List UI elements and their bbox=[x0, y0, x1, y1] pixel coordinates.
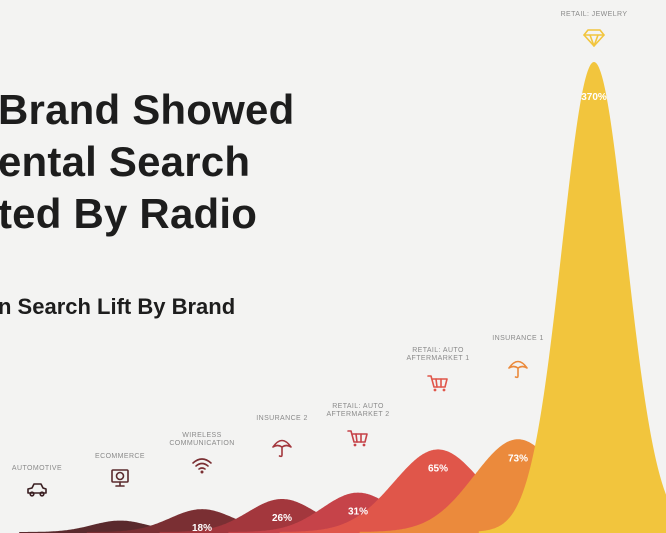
value-label-4: 31% bbox=[348, 507, 368, 518]
category-label: RETAIL: JEWELRY bbox=[561, 11, 628, 18]
peak-7 bbox=[478, 62, 666, 533]
umbrella-icon bbox=[508, 360, 528, 379]
category-7: RETAIL: JEWELRY bbox=[561, 11, 628, 47]
category-label: WIRELESS bbox=[182, 432, 221, 439]
cart-icon bbox=[427, 375, 448, 392]
peak-2 bbox=[86, 509, 317, 533]
category-label: ECOMMERCE bbox=[95, 453, 145, 460]
category-label: COMMUNICATION bbox=[169, 440, 234, 447]
category-label: AFTERMARKET 2 bbox=[326, 411, 389, 418]
category-label: AFTERMARKET 1 bbox=[406, 355, 469, 362]
title-line-3: ted By Radio bbox=[0, 190, 258, 237]
cart-icon bbox=[347, 430, 368, 447]
category-1: ECOMMERCE bbox=[95, 453, 145, 487]
title-block: Brand Showed ental Search ted By Radio bbox=[0, 84, 294, 240]
category-label: INSURANCE 2 bbox=[256, 415, 307, 422]
car-icon bbox=[27, 483, 47, 497]
ecommerce-icon bbox=[111, 469, 129, 487]
value-label-7: 370% bbox=[581, 92, 607, 103]
title-line-2: ental Search bbox=[0, 138, 251, 185]
category-label: RETAIL: AUTO bbox=[412, 347, 464, 354]
wifi-icon bbox=[192, 458, 212, 474]
chart-subtitle: n Search Lift By Brand bbox=[0, 294, 236, 319]
category-label: AUTOMOTIVE bbox=[12, 465, 62, 472]
category-label: INSURANCE 1 bbox=[492, 335, 543, 342]
value-label-5: 65% bbox=[428, 463, 448, 474]
peak-5 bbox=[279, 449, 597, 533]
title-line-1: Brand Showed bbox=[0, 86, 295, 133]
peak-4 bbox=[228, 492, 488, 533]
value-label-6: 73% bbox=[508, 453, 528, 464]
diamond-icon bbox=[583, 29, 605, 47]
category-3: INSURANCE 2 bbox=[256, 415, 307, 458]
value-label-3: 26% bbox=[272, 513, 292, 524]
value-label-2: 18% bbox=[192, 523, 212, 533]
umbrella-icon bbox=[272, 439, 292, 458]
peak-3 bbox=[159, 499, 405, 533]
category-label: RETAIL: AUTO bbox=[332, 403, 384, 410]
category-0: AUTOMOTIVE bbox=[12, 465, 62, 497]
category-6: INSURANCE 1 bbox=[492, 335, 543, 379]
